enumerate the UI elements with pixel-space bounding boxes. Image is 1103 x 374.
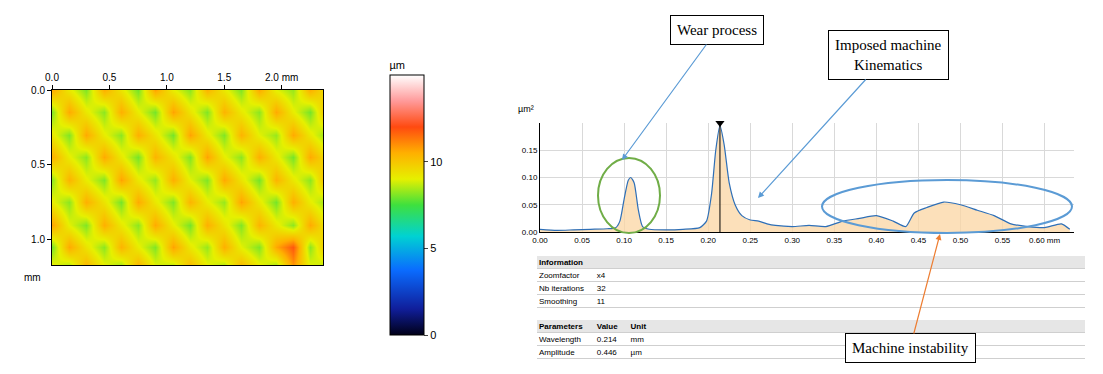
svg-text:µm²: µm² [518,104,534,114]
html-text:Amplitude: Amplitude [539,347,575,357]
svg-text:1.0: 1.0 [160,72,174,83]
svg-text:0.20: 0.20 [700,236,716,245]
svg-text:0.25: 0.25 [742,236,758,245]
svg-text:0.00: 0.00 [522,228,538,237]
html-text:Unit: Unit [630,321,647,331]
svg-text:0.0: 0.0 [31,85,45,96]
svg-text:0.5: 0.5 [31,159,45,170]
svg-text:Machine instability: Machine instability [852,340,969,356]
svg-text:0.5: 0.5 [102,72,116,83]
svg-text:0.10: 0.10 [522,173,538,182]
svg-text:0.35: 0.35 [827,236,843,245]
svg-text:5: 5 [430,242,436,254]
svg-text:0.05: 0.05 [574,236,590,245]
html-text:Nb iterations: Nb iterations [539,283,584,293]
svg-text:µm: µm [390,59,406,71]
html-text:Parameters: Parameters [539,321,583,331]
svg-text:0.50: 0.50 [953,236,969,245]
html-text:Zoomfactor: Zoomfactor [539,270,580,280]
html-text:x4: x4 [596,270,606,280]
svg-text:1.0: 1.0 [31,234,45,245]
svg-text:0.05: 0.05 [522,201,538,210]
svg-text:Wear process: Wear process [677,22,757,38]
svg-text:10: 10 [430,156,442,168]
svg-text:Imposed machineKinematics: Imposed machineKinematics [835,37,942,73]
svg-text:0: 0 [430,329,436,341]
html-text:µm: µm [630,347,642,357]
svg-text:0.00: 0.00 [532,236,548,245]
html-text:Value: Value [596,321,618,331]
svg-text:0.55: 0.55 [995,236,1011,245]
svg-text:0.60 mm: 0.60 mm [1029,236,1060,245]
html-text:0.214: 0.214 [596,334,617,344]
svg-text:0.40: 0.40 [869,236,885,245]
html-text:32: 32 [596,283,606,293]
svg-text:0.0: 0.0 [45,72,59,83]
svg-text:0.15: 0.15 [522,146,538,155]
html-text:11: 11 [596,296,606,306]
svg-text:1.5: 1.5 [217,72,231,83]
svg-text:0.15: 0.15 [658,236,674,245]
svg-text:0.45: 0.45 [911,236,927,245]
html-text:Wavelength: Wavelength [539,334,581,344]
html-text:mm: mm [630,334,644,344]
svg-text:0.30: 0.30 [784,236,800,245]
html-text:0.446: 0.446 [596,347,617,357]
svg-text:2.0 mm: 2.0 mm [265,72,298,83]
svg-text:0.10: 0.10 [616,236,632,245]
html-text:Information: Information [539,257,583,267]
html-text:Smoothing: Smoothing [539,296,578,306]
svg-text:mm: mm [24,272,41,283]
